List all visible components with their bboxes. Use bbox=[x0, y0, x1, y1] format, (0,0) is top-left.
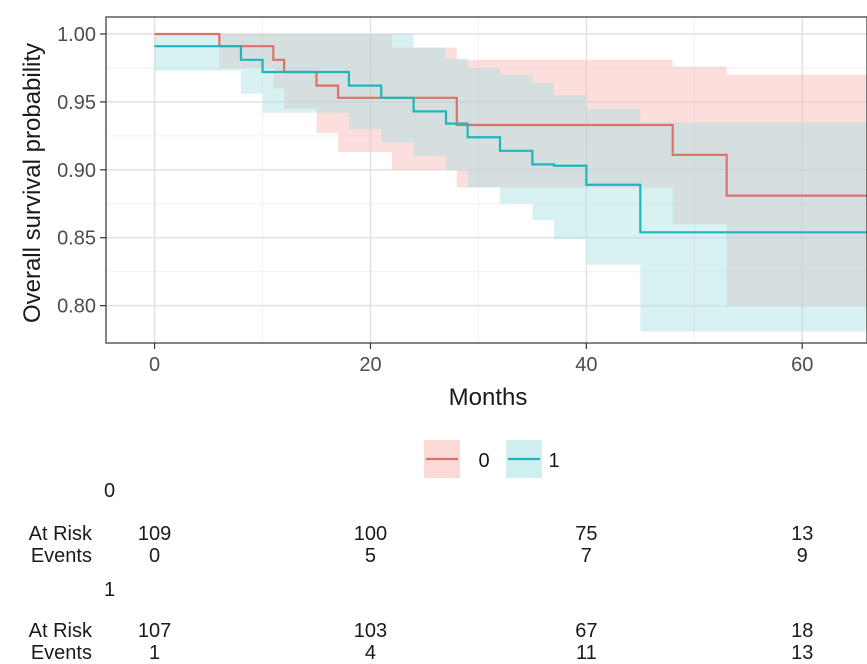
risk-row-label-events: Events bbox=[31, 545, 92, 567]
risk-at-risk-value: 67 bbox=[575, 620, 597, 642]
y-tick-label: 0.80 bbox=[57, 296, 96, 318]
risk-at-risk-value: 75 bbox=[575, 523, 597, 545]
y-tick-label: 0.90 bbox=[57, 160, 96, 182]
risk-events-value: 5 bbox=[365, 545, 376, 567]
risk-at-risk-value: 100 bbox=[354, 523, 387, 545]
ci-band-layer bbox=[154, 33, 867, 332]
y-tick-label: 1.00 bbox=[57, 24, 96, 46]
x-axis-label: Months bbox=[449, 384, 528, 411]
legend-label-1: 1 bbox=[548, 450, 559, 472]
risk-at-risk-value: 13 bbox=[791, 523, 813, 545]
risk-events-value: 11 bbox=[576, 642, 597, 664]
risk-at-risk-value: 109 bbox=[138, 523, 171, 545]
legend-label-0: 0 bbox=[478, 450, 489, 472]
risk-events-value: 1 bbox=[149, 642, 160, 664]
risk-at-risk-value: 18 bbox=[791, 620, 813, 642]
x-tick-label: 20 bbox=[359, 354, 381, 376]
ci-band-group-0 bbox=[154, 33, 867, 306]
risk-row-label-at-risk: At Risk bbox=[29, 620, 93, 642]
survival-line-layer bbox=[154, 32, 867, 234]
y-tick-label: 0.95 bbox=[57, 92, 96, 114]
y-tick-label: 0.85 bbox=[57, 228, 96, 250]
x-tick-label: 60 bbox=[791, 354, 813, 376]
x-tick-label: 40 bbox=[575, 354, 597, 376]
risk-at-risk-value: 107 bbox=[138, 620, 171, 642]
risk-events-value: 4 bbox=[365, 642, 376, 664]
survival-curve-group-1 bbox=[154, 45, 867, 234]
x-tick-label: 0 bbox=[149, 354, 160, 376]
survival-curve-group-0 bbox=[154, 32, 867, 197]
risk-group-title-0: 0 bbox=[104, 480, 115, 502]
risk-row-label-events: Events bbox=[31, 642, 92, 664]
axis-layer: 0 20 40 60 0.80 0.85 0.90 0.95 1.00 bbox=[57, 24, 813, 376]
risk-events-value: 7 bbox=[581, 545, 592, 567]
ci-band-group-1 bbox=[154, 33, 867, 332]
plot-panel-border bbox=[105, 16, 867, 344]
risk-events-value: 0 bbox=[149, 545, 160, 567]
risk-at-risk-value: 103 bbox=[354, 620, 387, 642]
y-axis-label: Overall survival probability bbox=[19, 43, 46, 323]
risk-events-value: 9 bbox=[797, 545, 808, 567]
risk-events-value: 13 bbox=[791, 642, 813, 664]
risk-group-title-1: 1 bbox=[104, 579, 115, 601]
grid-layer bbox=[106, 17, 867, 343]
risk-row-label-at-risk: At Risk bbox=[29, 523, 93, 545]
